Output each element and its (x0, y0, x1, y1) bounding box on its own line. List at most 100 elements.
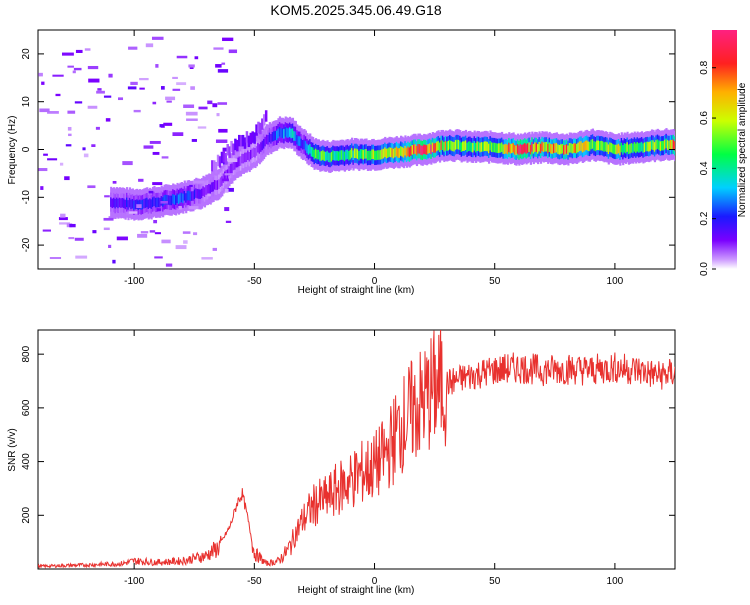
spectrogram-cell (231, 163, 234, 174)
spectrogram-cell (534, 142, 537, 152)
spectrogram-noise-cell (130, 81, 138, 85)
spectrogram-cell (252, 147, 256, 158)
spectrogram-cell (243, 137, 247, 149)
spectrogram-noise-cell (68, 133, 72, 137)
spectrogram-cell (337, 151, 341, 162)
spectrogram-cell (202, 186, 205, 196)
spectrogram-cell (591, 139, 595, 149)
spectrogram-cell (493, 142, 496, 153)
spectrogram-cell (378, 150, 381, 160)
spectrogram-cell (635, 143, 638, 154)
spectrogram-noise-cell (95, 126, 100, 130)
spectrogram-cell (186, 190, 189, 201)
spectrogram-cell (431, 142, 434, 153)
spectrogram-cell (446, 141, 449, 151)
spectrogram-cell (349, 149, 352, 160)
spectrogram-cell (325, 151, 328, 162)
spectrogram-cell (578, 141, 582, 152)
spectrogram-cell (630, 143, 633, 153)
spectrogram-cell (511, 143, 514, 154)
spectrogram-x-tick-label: 0 (372, 276, 378, 287)
spectrogram-cell (333, 151, 336, 161)
spectrogram-noise-cell (152, 151, 160, 155)
spectrogram-cell (163, 195, 166, 205)
spectrogram-cell (467, 141, 470, 152)
spectrogram-cell (551, 144, 554, 154)
spectrogram-cell (434, 143, 437, 153)
spectrogram-cell (253, 132, 256, 144)
spectrogram-noise-cell (140, 231, 149, 234)
spectrogram-cell (642, 143, 645, 153)
spectrogram-cell (490, 142, 494, 152)
spectrogram-cell (224, 171, 227, 182)
spectrogram-cell (512, 142, 515, 153)
spectrogram-cell (388, 147, 391, 157)
spectrogram-cell (307, 145, 310, 155)
spectrogram-cell (629, 143, 632, 154)
spectrogram-cell (368, 150, 371, 161)
spectrogram-cell (144, 198, 147, 208)
spectrogram-cell (352, 150, 355, 161)
spectrogram-cell (112, 197, 116, 208)
spectrogram-cell (555, 142, 558, 153)
spectrogram-cell (156, 197, 159, 208)
spectrogram-cell (267, 135, 270, 145)
spectrogram-cell (408, 147, 411, 158)
spectrogram-cell (604, 141, 608, 152)
spectrogram-cell (299, 136, 302, 146)
spectrogram-cell (369, 150, 372, 161)
spectrogram-cell (637, 143, 641, 153)
spectrogram-cell (653, 142, 657, 152)
spectrogram-cell (193, 189, 196, 200)
spectrogram-cell (421, 145, 424, 156)
spectrogram-cell (241, 153, 244, 164)
spectrogram-cell (648, 142, 651, 152)
spectrogram-cell (509, 144, 512, 154)
spectrogram-cell (535, 142, 538, 153)
spectrogram-cell (521, 144, 524, 155)
spectrogram-cell (313, 149, 316, 160)
spectrogram-cell (460, 142, 463, 152)
spectrogram-noise-cell (152, 101, 157, 105)
spectrogram-cell (387, 148, 390, 158)
spectrogram-noise-cell (103, 95, 112, 98)
spectrogram-cell (287, 128, 290, 138)
spectrogram-noise-cell (224, 207, 230, 212)
spectrogram-noise-cell (156, 208, 161, 211)
spectrogram-cell (590, 139, 593, 150)
spectrogram-cell (482, 142, 485, 152)
spectrogram-cell (353, 148, 357, 159)
spectrogram-cell (297, 136, 300, 146)
spectrogram-noise-cell (207, 193, 211, 197)
spectrogram-cell (554, 143, 557, 153)
spectrogram-cell (300, 138, 303, 149)
spectrogram-cell (317, 149, 320, 160)
spectrogram-cell (212, 160, 216, 172)
spectrogram-cell (650, 139, 654, 150)
spectrogram-cell (532, 144, 535, 154)
spectrogram-cell (652, 140, 655, 150)
spectrogram-cell (310, 146, 313, 157)
spectrogram-cell (237, 134, 241, 147)
spectrogram-noise-cell (88, 78, 100, 83)
spectrogram-noise-cell (122, 161, 133, 166)
spectrogram-cell (326, 150, 329, 161)
spectrogram-noise-cell (212, 247, 217, 251)
spectrogram-cell (182, 193, 185, 204)
spectrogram-cell (180, 192, 183, 203)
spectrogram-cell (304, 141, 308, 151)
spectrogram-cell (451, 141, 455, 152)
spectrogram-cell (290, 128, 293, 139)
snr-x-tick-label: -100 (124, 576, 144, 587)
spectrogram-cell (173, 194, 176, 205)
spectrogram-cell (430, 144, 433, 155)
spectrogram-noise-cell (213, 47, 224, 50)
spectrogram-cell (131, 198, 134, 209)
spectrogram-cell (314, 148, 318, 159)
spectrogram-cell (389, 147, 393, 158)
spectrogram-cell (133, 200, 136, 211)
spectrogram-noise-cell (103, 217, 114, 221)
spectrogram-cell (185, 193, 188, 203)
spectrogram-cell (444, 140, 447, 151)
